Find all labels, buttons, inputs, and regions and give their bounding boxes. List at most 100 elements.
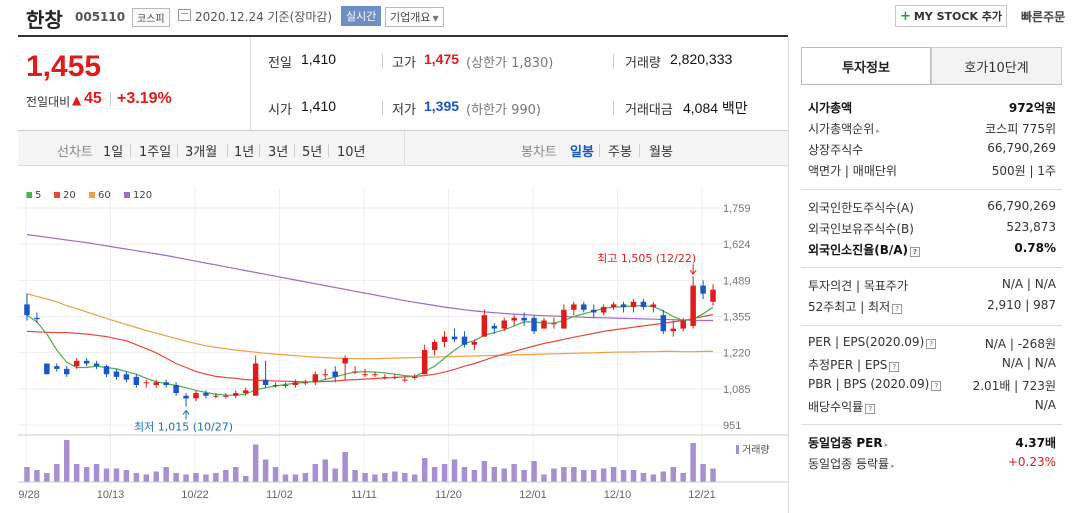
- help-icon[interactable]: ?: [926, 339, 937, 349]
- help-icon[interactable]: ?: [931, 381, 942, 391]
- quote-divider: [613, 54, 614, 68]
- chart-legend: 5 20 60 120: [26, 190, 152, 201]
- help-icon[interactable]: ?: [892, 304, 903, 314]
- calendar-icon: [178, 9, 191, 21]
- tab-period-1d[interactable]: 1일: [103, 145, 124, 160]
- volume-label: 거래량: [742, 444, 770, 456]
- change-percent: +3.19%: [117, 90, 172, 107]
- volume-label: 거래량: [625, 56, 661, 71]
- tab-divider: [227, 144, 228, 157]
- add-mystock-button[interactable]: + MY STOCK 추가: [895, 5, 1007, 27]
- stock-chart[interactable]: 5 20 60 120 1,759 1,624 1,489 1,355 1,220 1,085 9…: [18, 180, 788, 510]
- volume-bar: [352, 470, 358, 482]
- candle-body: [44, 363, 50, 375]
- amount-label: 거래대금: [625, 103, 673, 118]
- y-tick-label: 1,085: [723, 384, 751, 396]
- legend-label: 20: [63, 190, 76, 201]
- candle-body: [521, 317, 527, 321]
- legend-swatch: [26, 192, 32, 198]
- price-panel-divider: [250, 37, 251, 131]
- candle-body: [600, 307, 607, 313]
- x-tick-label: 12/21: [688, 489, 716, 501]
- x-tick-label: 10/22: [181, 489, 209, 501]
- volume-bar: [670, 467, 676, 482]
- volume-bar: [431, 467, 438, 482]
- y-tick-label: 1,489: [723, 275, 751, 287]
- chart-tab-bar: [18, 131, 788, 166]
- volume-bar: [561, 467, 567, 482]
- chevron-right-icon[interactable]: ▸: [876, 127, 880, 135]
- help-icon[interactable]: ?: [865, 404, 876, 414]
- candle-body: [24, 304, 30, 316]
- invest-row-value: 66,790,269: [987, 199, 1056, 213]
- invest-row-value: +0.23%: [1007, 455, 1056, 469]
- invest-row-label: 추정PER | EPS?: [808, 356, 900, 373]
- candle-body: [660, 315, 667, 332]
- volume-bar: [193, 473, 199, 482]
- tab-period-1w[interactable]: 1주일: [139, 145, 172, 160]
- tab-period-3y[interactable]: 3년: [268, 145, 289, 160]
- tab-orderbook-10[interactable]: 호가10단계: [931, 47, 1062, 85]
- tab-period-3m[interactable]: 3개월: [185, 145, 218, 160]
- help-icon[interactable]: ?: [889, 362, 900, 372]
- tab-candle-daily[interactable]: 일봉: [570, 145, 594, 160]
- tab-divider: [599, 144, 600, 157]
- volume-bar: [54, 464, 60, 482]
- invest-row-value: 500원 | 1주: [991, 164, 1056, 178]
- chart-tab-split: [404, 131, 405, 166]
- candle-body: [133, 376, 140, 385]
- invest-row-value: 코스피 775위: [985, 122, 1056, 136]
- candle-body: [680, 320, 686, 329]
- tab-candle-monthly[interactable]: 월봉: [649, 145, 673, 160]
- candle-body: [670, 328, 676, 332]
- volume-bar: [421, 458, 428, 482]
- chevron-right-icon[interactable]: ▸: [891, 462, 895, 470]
- volume-bar: [640, 473, 647, 482]
- candle-body: [203, 393, 209, 396]
- invest-row: 투자의견 | 목표주가 N/A | N/A: [808, 274, 1056, 294]
- invest-row: 배당수익률? N/A: [808, 395, 1056, 415]
- annotation-low-arrowhead: [182, 409, 190, 415]
- prev-close-value: 1,410: [301, 51, 337, 67]
- ma60-line: [26, 293, 713, 360]
- x-tick-label: 10/13: [97, 489, 125, 501]
- tab-candle-weekly[interactable]: 주봉: [608, 145, 632, 160]
- candle-body: [103, 366, 110, 375]
- invest-row: 시가총액순위 ▸ 코스피 775위: [808, 117, 1056, 137]
- candle-body: [561, 309, 567, 329]
- tab-invest-info[interactable]: 투자정보: [801, 47, 931, 85]
- invest-row: 외국인보유주식수(B) 523,873: [808, 217, 1056, 237]
- tab-period-1y[interactable]: 1년: [234, 145, 255, 160]
- volume-bar: [203, 474, 209, 482]
- invest-row-value: 4.37배: [1015, 436, 1056, 450]
- volume-bar: [143, 474, 150, 482]
- candle-body: [501, 320, 507, 329]
- tab-period-5y[interactable]: 5년: [302, 145, 323, 160]
- quick-order-link[interactable]: 빠른주문: [1021, 10, 1066, 24]
- realtime-button[interactable]: 실시간: [341, 6, 382, 26]
- candle-body: [690, 285, 696, 326]
- volume-bar: [630, 470, 637, 482]
- invest-row-label: 52주최고 | 최저?: [808, 298, 903, 315]
- invest-row-value: 0.78%: [1014, 241, 1056, 255]
- company-overview-dropdown[interactable]: 기업개요 ▼: [385, 7, 444, 27]
- help-icon[interactable]: ?: [910, 247, 921, 257]
- volume-bar: [441, 464, 448, 482]
- y-tick-label: 1,759: [723, 203, 751, 215]
- volume-bar: [312, 464, 319, 482]
- invest-row-value: 66,790,269: [987, 141, 1056, 155]
- moving-average-lines: [26, 234, 714, 396]
- tab-period-10y[interactable]: 10년: [337, 145, 366, 160]
- chevron-right-icon[interactable]: ▸: [884, 441, 889, 449]
- invest-row: PER | EPS(2020.09)? N/A | -268원: [808, 332, 1056, 352]
- candle-body: [163, 382, 169, 385]
- candle-body: [571, 304, 577, 310]
- candle-body: [193, 393, 199, 399]
- candle-body: [531, 317, 537, 332]
- volume-bar: [471, 470, 478, 482]
- tab-divider: [177, 144, 178, 157]
- volume-bar: [153, 471, 159, 482]
- volume-legend-swatch: [736, 445, 739, 454]
- volume-bars: 거래량: [18, 440, 788, 483]
- x-tick-label: 12/01: [519, 489, 547, 501]
